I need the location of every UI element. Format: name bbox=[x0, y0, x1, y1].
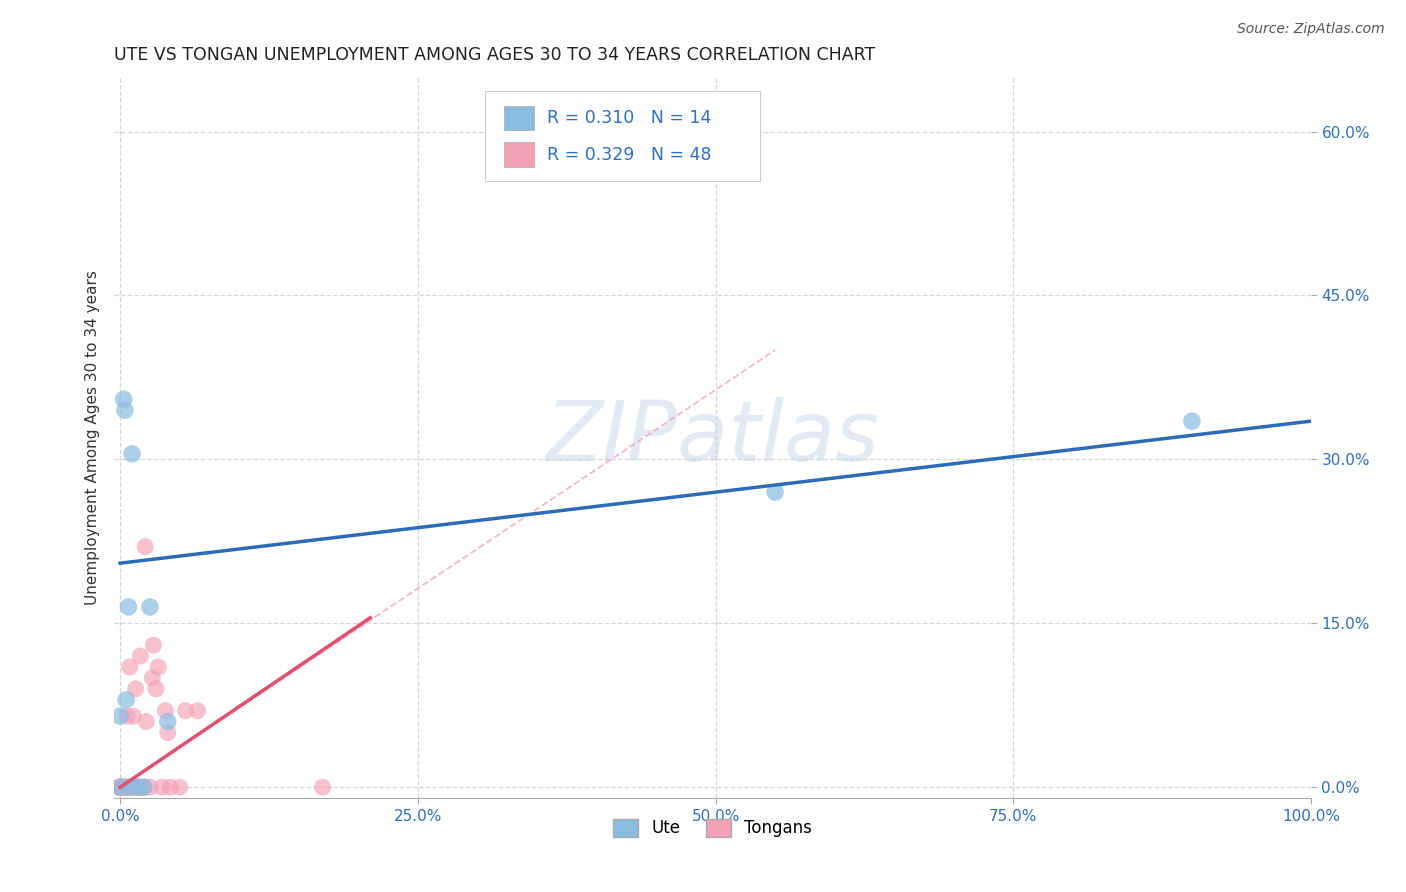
Point bbox=[139, 599, 162, 614]
Point bbox=[114, 403, 136, 417]
Point bbox=[124, 780, 146, 795]
Point bbox=[108, 780, 131, 795]
Point bbox=[132, 780, 155, 795]
Point bbox=[129, 649, 152, 664]
Point bbox=[115, 693, 138, 707]
Legend: Ute, Tongans: Ute, Tongans bbox=[606, 812, 818, 844]
Point bbox=[121, 780, 143, 795]
Point bbox=[122, 709, 145, 723]
Point bbox=[117, 780, 139, 795]
Point bbox=[108, 780, 131, 795]
FancyBboxPatch shape bbox=[485, 91, 761, 181]
Point bbox=[120, 780, 142, 795]
Point bbox=[108, 780, 131, 795]
Point bbox=[112, 392, 135, 407]
Point bbox=[311, 780, 333, 795]
Point bbox=[142, 638, 165, 652]
Point bbox=[1181, 414, 1204, 428]
Point bbox=[156, 725, 179, 739]
FancyBboxPatch shape bbox=[505, 143, 533, 167]
Text: R = 0.329   N = 48: R = 0.329 N = 48 bbox=[547, 145, 711, 163]
Point bbox=[108, 780, 131, 795]
Point bbox=[131, 780, 153, 795]
Point bbox=[108, 780, 131, 795]
Point bbox=[117, 599, 139, 614]
Point bbox=[128, 780, 150, 795]
Point bbox=[124, 681, 146, 696]
Point bbox=[169, 780, 191, 795]
Point bbox=[108, 780, 131, 795]
Point bbox=[108, 780, 131, 795]
Point bbox=[108, 780, 131, 795]
Point bbox=[139, 780, 162, 795]
Point bbox=[135, 714, 157, 729]
Point bbox=[187, 704, 209, 718]
Point bbox=[118, 780, 141, 795]
Point bbox=[127, 780, 149, 795]
Point bbox=[108, 780, 131, 795]
Point bbox=[150, 780, 173, 795]
Point bbox=[112, 780, 135, 795]
Text: UTE VS TONGAN UNEMPLOYMENT AMONG AGES 30 TO 34 YEARS CORRELATION CHART: UTE VS TONGAN UNEMPLOYMENT AMONG AGES 30… bbox=[114, 46, 876, 64]
Point bbox=[108, 780, 131, 795]
Point bbox=[155, 704, 177, 718]
Point bbox=[108, 780, 131, 795]
Point bbox=[108, 709, 131, 723]
Point bbox=[159, 780, 181, 795]
Point bbox=[121, 447, 143, 461]
Point bbox=[108, 780, 131, 795]
Point bbox=[114, 780, 136, 795]
Point bbox=[148, 660, 170, 674]
Point bbox=[117, 709, 139, 723]
Point bbox=[108, 780, 131, 795]
Point bbox=[112, 780, 135, 795]
Point bbox=[115, 780, 138, 795]
Y-axis label: Unemployment Among Ages 30 to 34 years: Unemployment Among Ages 30 to 34 years bbox=[86, 270, 100, 605]
Point bbox=[108, 780, 131, 795]
Point bbox=[141, 671, 163, 685]
Point bbox=[132, 780, 155, 795]
Point bbox=[115, 780, 138, 795]
Text: Source: ZipAtlas.com: Source: ZipAtlas.com bbox=[1237, 22, 1385, 37]
Point bbox=[145, 681, 167, 696]
Point bbox=[118, 660, 141, 674]
Text: R = 0.310   N = 14: R = 0.310 N = 14 bbox=[547, 109, 711, 128]
FancyBboxPatch shape bbox=[505, 106, 533, 130]
Point bbox=[134, 540, 156, 554]
Point bbox=[108, 780, 131, 795]
Point bbox=[156, 714, 179, 729]
Point bbox=[174, 704, 197, 718]
Point bbox=[763, 485, 786, 500]
Text: ZIPatlas: ZIPatlas bbox=[546, 397, 879, 478]
Point bbox=[108, 780, 131, 795]
Point bbox=[127, 780, 149, 795]
